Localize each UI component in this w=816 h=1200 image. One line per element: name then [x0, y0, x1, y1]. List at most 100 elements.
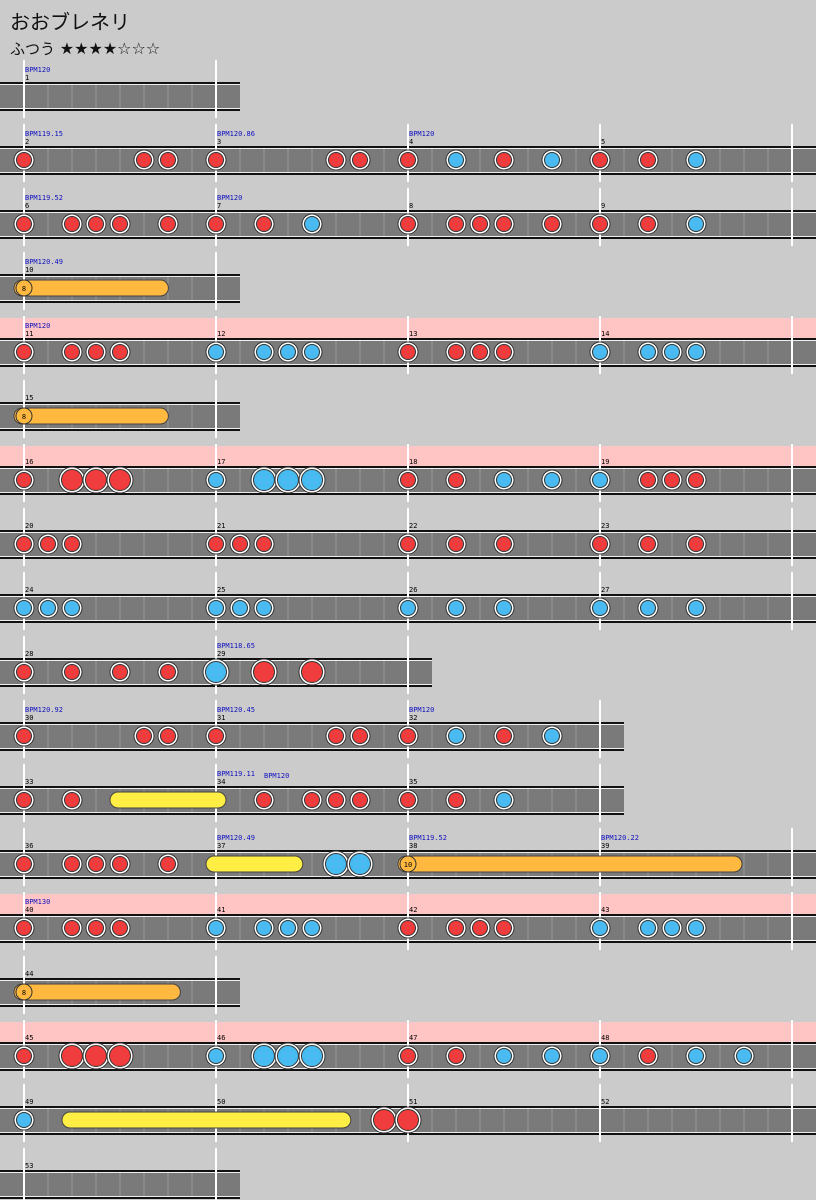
big-don-note [85, 469, 107, 491]
measure-number: 46 [217, 1034, 225, 1042]
measure-number: 1 [25, 74, 29, 82]
don-note [64, 920, 80, 936]
balloon-count: 8 [22, 413, 26, 421]
don-note [640, 536, 656, 552]
don-note [352, 728, 368, 744]
big-ka-note [325, 853, 347, 875]
ka-note [448, 728, 464, 744]
balloon-head [15, 279, 33, 297]
don-note [64, 344, 80, 360]
don-note [496, 728, 512, 744]
measure-number: 51 [409, 1098, 417, 1106]
don-note [400, 1048, 416, 1064]
don-note [448, 344, 464, 360]
measure-number: 34 [217, 778, 225, 786]
ka-note [232, 600, 248, 616]
balloon-bar [397, 855, 743, 873]
don-note [88, 344, 104, 360]
don-note [496, 536, 512, 552]
don-note [16, 664, 32, 680]
measure-number: 17 [217, 458, 225, 466]
measure-number: 28 [25, 650, 33, 658]
measure-number: 7 [217, 202, 221, 210]
big-don-note [373, 1109, 395, 1131]
don-note [160, 152, 176, 168]
ka-note [640, 920, 656, 936]
measure-number: 52 [601, 1098, 609, 1106]
don-note [208, 216, 224, 232]
don-note [472, 216, 488, 232]
balloon-count: 8 [22, 285, 26, 293]
don-note [16, 344, 32, 360]
don-note [640, 472, 656, 488]
don-note [112, 856, 128, 872]
don-note [448, 920, 464, 936]
measure-number: 2 [25, 138, 29, 146]
drumroll-bar [109, 791, 227, 809]
don-note [592, 536, 608, 552]
don-note [400, 792, 416, 808]
ka-note [496, 600, 512, 616]
ka-note [208, 472, 224, 488]
bpm-label: BPM119.15 [25, 130, 63, 138]
measure-number: 6 [25, 202, 29, 210]
measure-number: 30 [25, 714, 33, 722]
big-ka-note [301, 1045, 323, 1067]
don-note [592, 152, 608, 168]
don-note [64, 664, 80, 680]
don-note [400, 536, 416, 552]
ka-note [544, 728, 560, 744]
big-don-note [253, 661, 275, 683]
measure-number: 45 [25, 1034, 33, 1042]
ka-note [280, 920, 296, 936]
big-don-note [61, 1045, 83, 1067]
ka-note [544, 1048, 560, 1064]
don-note [448, 792, 464, 808]
ka-note [16, 600, 32, 616]
measure-number: 10 [25, 266, 33, 274]
measure-number: 9 [601, 202, 605, 210]
measure-number: 13 [409, 330, 417, 338]
measure-number: 29 [217, 650, 225, 658]
drumroll-bar [61, 1111, 352, 1129]
don-note [160, 664, 176, 680]
ka-note [592, 600, 608, 616]
don-note [640, 216, 656, 232]
measure-number: 35 [409, 778, 417, 786]
measure-number: 21 [217, 522, 225, 530]
drumroll-bar [205, 855, 304, 873]
ka-note [688, 344, 704, 360]
measure-number: 38 [409, 842, 417, 850]
ka-note [208, 1048, 224, 1064]
ka-note [592, 472, 608, 488]
don-note [448, 216, 464, 232]
measure-number: 23 [601, 522, 609, 530]
don-note [400, 920, 416, 936]
don-note [328, 792, 344, 808]
big-don-note [61, 469, 83, 491]
measure-number: 15 [25, 394, 33, 402]
don-note [304, 792, 320, 808]
measure-number: 44 [25, 970, 33, 978]
don-note [496, 216, 512, 232]
big-don-note [85, 1045, 107, 1067]
ka-note [544, 152, 560, 168]
don-note [88, 920, 104, 936]
don-note [136, 728, 152, 744]
ka-note [544, 472, 560, 488]
ka-note [304, 216, 320, 232]
don-note [592, 216, 608, 232]
bpm-label: BPM119.52 [25, 194, 63, 202]
ka-note [688, 1048, 704, 1064]
don-note [88, 856, 104, 872]
measure-number: 14 [601, 330, 609, 338]
don-note [16, 1048, 32, 1064]
bpm-label: BPM120 [264, 772, 289, 780]
measure-number: 53 [25, 1162, 33, 1170]
measure-number: 27 [601, 586, 609, 594]
don-note [208, 728, 224, 744]
bpm-label: BPM120.22 [601, 834, 639, 842]
don-note [640, 152, 656, 168]
measure-number: 33 [25, 778, 33, 786]
song-title: おおブレネリ [10, 10, 130, 34]
